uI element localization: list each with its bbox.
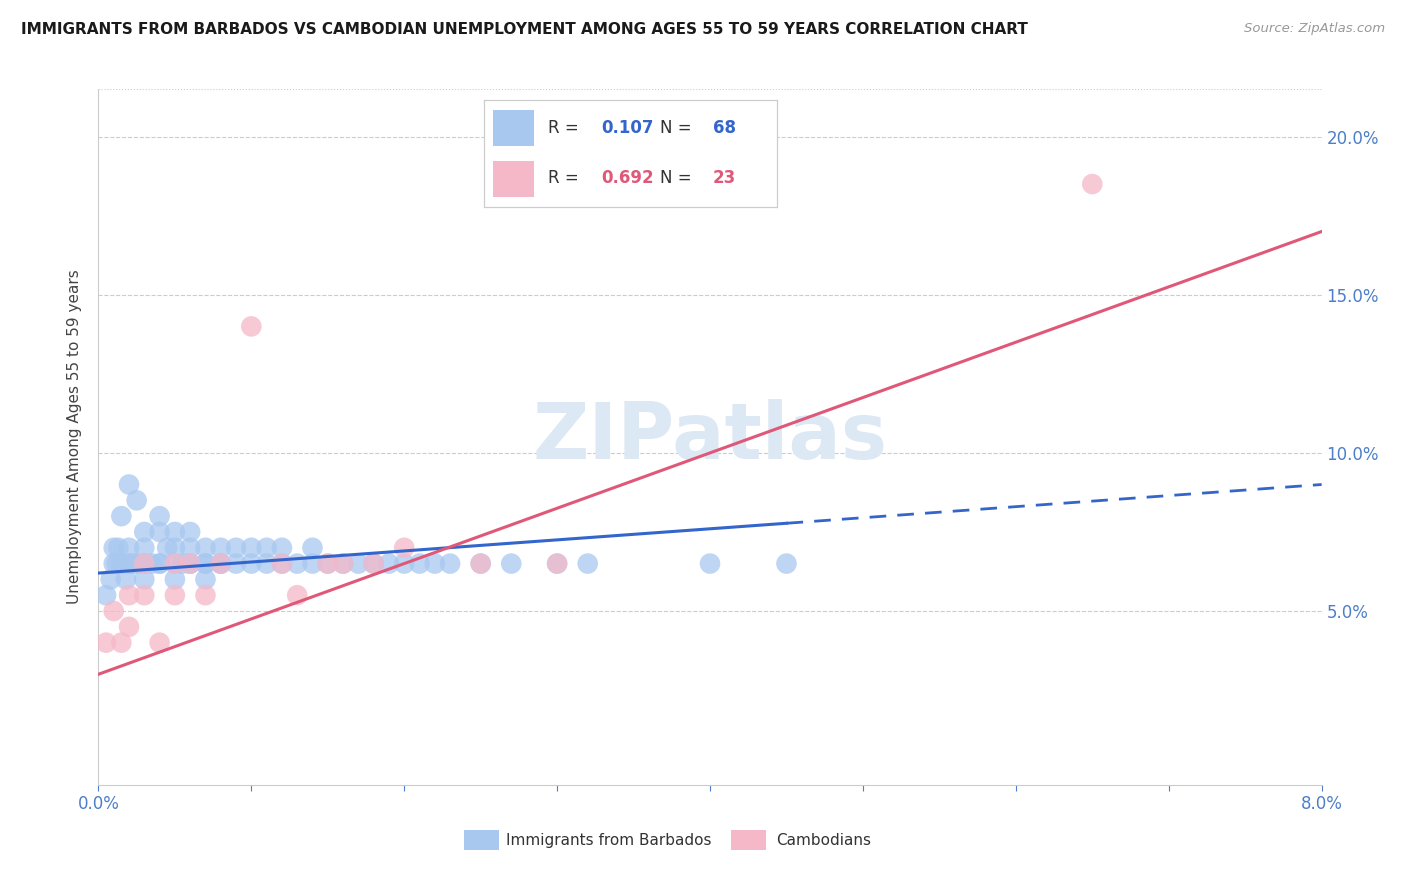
Point (172, 557, 194, 571)
Point (115, 573, 138, 587)
Point (408, 557, 430, 571)
Point (363, 557, 385, 571)
Point (163, 573, 186, 587)
Point (118, 541, 141, 555)
Point (209, 557, 232, 571)
Point (209, 557, 232, 571)
Point (209, 541, 232, 555)
Point (256, 557, 278, 571)
Point (141, 557, 163, 571)
Point (285, 588, 308, 602)
Point (270, 557, 294, 571)
Point (110, 509, 132, 524)
Point (194, 557, 217, 571)
Point (118, 477, 141, 491)
Point (134, 573, 156, 587)
Point (775, 557, 797, 571)
Point (110, 635, 132, 649)
Point (134, 557, 156, 571)
Point (240, 557, 263, 571)
Point (100, 573, 122, 587)
Text: Source: ZipAtlas.com: Source: ZipAtlas.com (1244, 22, 1385, 36)
Point (179, 541, 201, 555)
Point (103, 557, 125, 571)
Point (392, 541, 416, 555)
Point (103, 541, 125, 555)
Point (125, 557, 148, 571)
Point (470, 557, 492, 571)
Point (163, 524, 186, 539)
Point (240, 541, 263, 555)
Point (94, 635, 117, 649)
Point (576, 557, 599, 571)
Point (1081, 177, 1104, 191)
Point (423, 557, 446, 571)
Text: IMMIGRANTS FROM BARBADOS VS CAMBODIAN UNEMPLOYMENT AMONG AGES 55 TO 59 YEARS COR: IMMIGRANTS FROM BARBADOS VS CAMBODIAN UN… (21, 22, 1028, 37)
Point (163, 588, 186, 602)
Point (699, 557, 721, 571)
Point (149, 557, 172, 571)
Y-axis label: Unemployment Among Ages 55 to 59 years: Unemployment Among Ages 55 to 59 years (67, 269, 83, 605)
Point (149, 509, 172, 524)
Point (118, 588, 141, 602)
Point (209, 557, 232, 571)
Point (105, 557, 128, 571)
Point (194, 573, 217, 587)
Point (256, 541, 278, 555)
Point (332, 557, 354, 571)
Point (134, 557, 156, 571)
Point (194, 557, 217, 571)
Point (163, 557, 186, 571)
Point (179, 557, 201, 571)
Point (110, 557, 132, 571)
Point (225, 557, 247, 571)
Point (134, 524, 156, 539)
Point (107, 541, 129, 555)
Point (149, 524, 172, 539)
Point (125, 493, 148, 508)
Point (347, 557, 370, 571)
Point (156, 541, 179, 555)
Point (332, 557, 354, 571)
Point (470, 557, 492, 571)
Point (392, 557, 416, 571)
Point (270, 557, 294, 571)
Point (179, 557, 201, 571)
Point (301, 557, 323, 571)
Point (285, 557, 308, 571)
Point (179, 557, 201, 571)
Point (103, 604, 125, 618)
Text: ZIPatlas: ZIPatlas (533, 399, 887, 475)
Point (179, 524, 201, 539)
Text: Immigrants from Barbados: Immigrants from Barbados (506, 833, 711, 847)
Point (501, 557, 523, 571)
Point (149, 557, 172, 571)
Point (194, 541, 217, 555)
Point (270, 541, 294, 555)
Point (134, 588, 156, 602)
Point (240, 319, 263, 334)
Point (134, 557, 156, 571)
Point (378, 557, 401, 571)
Point (225, 541, 247, 555)
Point (546, 557, 568, 571)
Text: Cambodians: Cambodians (776, 833, 872, 847)
Point (316, 557, 339, 571)
Point (121, 557, 143, 571)
Point (439, 557, 461, 571)
Point (363, 557, 385, 571)
Point (118, 620, 141, 634)
Point (194, 588, 217, 602)
Point (301, 541, 323, 555)
Point (163, 557, 186, 571)
Point (94, 588, 117, 602)
Point (134, 541, 156, 555)
Point (316, 557, 339, 571)
Point (149, 635, 172, 649)
Point (118, 557, 141, 571)
Point (546, 557, 568, 571)
Point (163, 541, 186, 555)
